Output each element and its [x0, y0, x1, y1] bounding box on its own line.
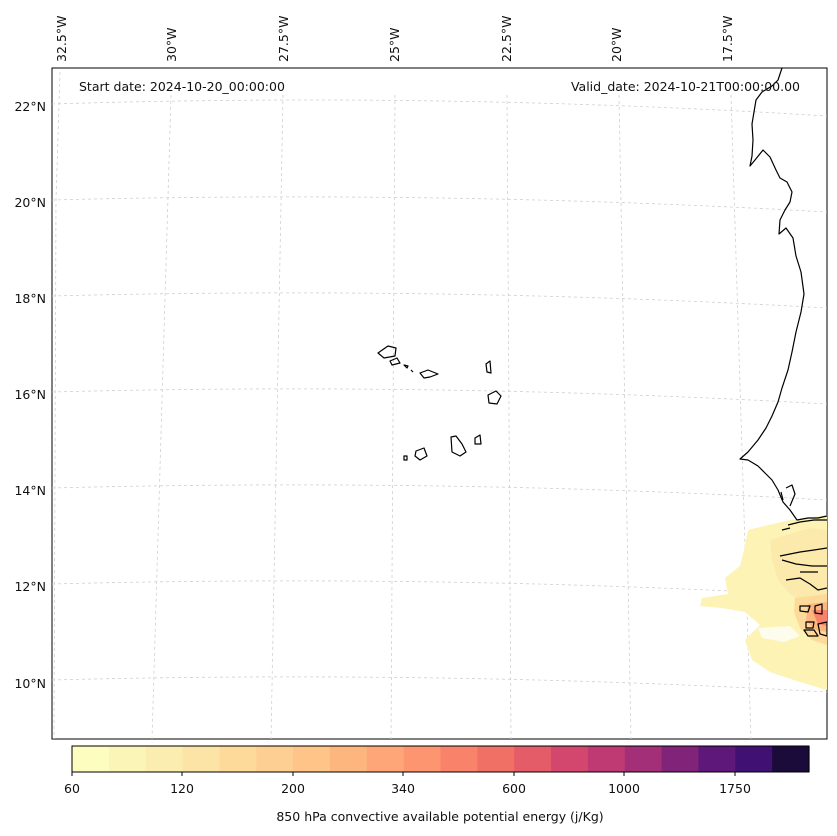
cape-verde-islands: [377, 345, 502, 461]
lat-label-20n: 20°N: [14, 195, 46, 210]
gridlines: [52, 71, 827, 739]
colorbar-label: 850 hPa convective available potential e…: [276, 809, 603, 824]
colorbar-swatch: [551, 746, 589, 772]
colorbar-swatch: [698, 746, 736, 772]
colorbar-swatch: [477, 746, 515, 772]
island-brava: [403, 455, 408, 461]
island-maio: [474, 434, 482, 445]
start-date-text: Start date: 2024-10-20_00:00:00: [79, 79, 285, 94]
colorbar-tick-60: 60: [64, 781, 80, 796]
colorbar: 60 120 200 340 600 1000 1750 850 hPa con…: [64, 745, 810, 824]
colorbar-swatch: [293, 746, 331, 772]
colorbar-tick-600: 600: [502, 781, 526, 796]
guinea-bissau-islands: [799, 603, 827, 637]
island-sal: [485, 360, 492, 374]
island-santiago: [450, 435, 467, 457]
colorbar-swatches: [72, 746, 810, 772]
colorbar-frame: [71, 745, 810, 773]
lon-label-17-5w: 17.5°W: [720, 16, 735, 62]
island-boa-vista: [487, 390, 502, 405]
lon-label-25w: 25°W: [387, 27, 402, 62]
island-sao-nicolau: [419, 369, 439, 379]
colorbar-swatch: [735, 746, 773, 772]
colorbar-swatch: [329, 746, 368, 772]
colorbar-swatch: [440, 746, 478, 772]
latitude-labels: 22°N 20°N 18°N 16°N 14°N 12°N 10°N: [14, 99, 46, 691]
colorbar-swatch: [256, 746, 294, 772]
colorbar-tick-1750: 1750: [719, 781, 751, 796]
colorbar-swatch: [403, 746, 442, 772]
colorbar-swatch: [72, 746, 110, 772]
senegal-gambia-coast: [779, 484, 827, 591]
valid-date-text: Valid_date: 2024-10-21T00:00:00.00: [571, 79, 800, 94]
colorbar-swatch: [514, 746, 552, 772]
colorbar-tick-340: 340: [391, 781, 415, 796]
colorbar-swatch: [587, 746, 626, 772]
lon-label-30w: 30°W: [164, 27, 179, 62]
colorbar-swatch: [219, 746, 257, 772]
colorbar-swatch: [661, 746, 700, 772]
island-sao-vicente: [389, 357, 401, 366]
lon-label-27-5w: 27.5°W: [276, 16, 291, 62]
colorbar-tick-200: 200: [281, 781, 305, 796]
longitude-labels: 32.5°W 30°W 27.5°W 25°W 22.5°W 20°W 17.5…: [54, 16, 735, 62]
colorbar-ticks: [71, 772, 736, 776]
lat-label-14n: 14°N: [14, 483, 46, 498]
lat-label-10n: 10°N: [14, 676, 46, 691]
lat-label-18n: 18°N: [14, 291, 46, 306]
colorbar-swatch: [624, 746, 663, 772]
colorbar-swatch: [145, 746, 184, 772]
island-santo-antao: [377, 345, 397, 359]
lon-label-20w: 20°W: [609, 27, 624, 62]
lat-label-22n: 22°N: [14, 99, 46, 114]
colorbar-swatch: [366, 746, 405, 772]
colorbar-swatch: [772, 746, 810, 772]
africa-coastline: [739, 68, 827, 521]
colorbar-tick-1000: 1000: [608, 781, 640, 796]
lon-label-22-5w: 22.5°W: [499, 16, 514, 62]
lon-label-32-5w: 32.5°W: [54, 16, 69, 62]
island-raso: [410, 369, 414, 373]
lat-label-16n: 16°N: [14, 387, 46, 402]
colorbar-swatch: [108, 746, 147, 772]
lat-label-12n: 12°N: [14, 579, 46, 594]
colorbar-tick-120: 120: [170, 781, 194, 796]
island-santa-luzia: [403, 364, 409, 369]
colorbar-swatch: [182, 746, 220, 772]
map-frame: [51, 67, 828, 740]
island-fogo: [414, 447, 428, 461]
